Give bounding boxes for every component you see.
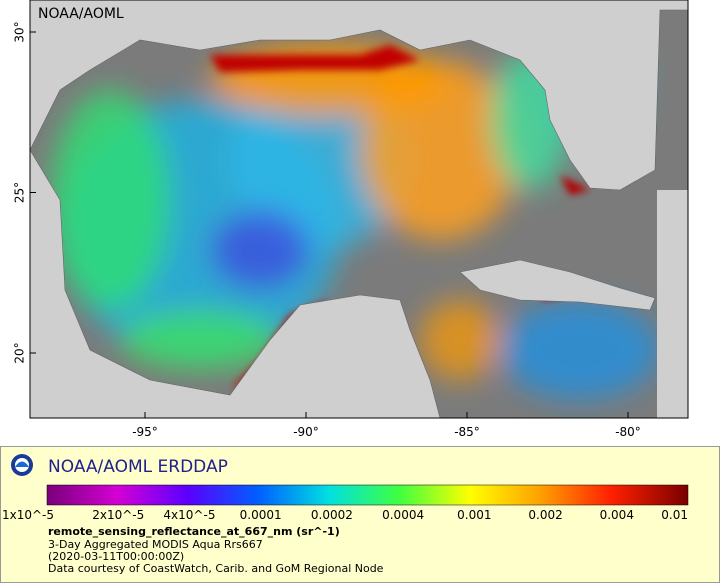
info-line: (2020-03-11T00:00:00Z) (48, 550, 184, 563)
colorbar-label: 0.01 (661, 508, 688, 522)
lon-label: -90° (293, 425, 319, 439)
colorbar-label: 2x10^-5 (92, 508, 144, 522)
noaa-logo-bird (15, 461, 29, 467)
legend-panel (0, 446, 720, 583)
colorbar-label: 0.001 (457, 508, 491, 522)
colorbar-label: 0.004 (600, 508, 634, 522)
info-line: Data courtesy of CoastWatch, Carib. and … (48, 562, 384, 575)
land-north (30, 0, 688, 191)
colorbar-label: 1x10^-5 (2, 508, 54, 522)
colorbar-label: 4x10^-5 (163, 508, 215, 522)
watermark: NOAA/AOML (38, 6, 124, 22)
colorbar-label: 0.002 (528, 508, 562, 522)
colorbar (46, 484, 689, 506)
map: NOAA/AOML (30, 0, 688, 418)
land-east (657, 190, 688, 418)
axes: 30° 25° 20° -95° -90° -85° -80° (13, 21, 641, 439)
lon-label: -85° (454, 425, 480, 439)
colorbar-label: 0.0004 (382, 508, 424, 522)
lat-label: 20° (13, 342, 27, 363)
map-frame (29, 0, 689, 419)
lon-label: -80° (615, 425, 641, 439)
colorbar-label: 0.0001 (240, 508, 282, 522)
lon-label: -95° (132, 425, 158, 439)
lat-label: 30° (13, 21, 27, 42)
legend-title: NOAA/AOML ERDDAP (48, 457, 228, 477)
colorbar-ticks: 1x10^-5 2x10^-5 4x10^-5 0.0001 0.0002 0.0004 0… (2, 508, 688, 522)
variable-name: remote_sensing_reflectance_at_667_nm (sr… (48, 525, 340, 538)
land-mexico (30, 149, 441, 418)
colorbar-label: 0.0002 (311, 508, 353, 522)
land-cuba (459, 259, 656, 311)
info-line: 3-Day Aggregated MODIS Aqua Rrs667 (48, 538, 263, 551)
lat-label: 25° (13, 182, 27, 203)
